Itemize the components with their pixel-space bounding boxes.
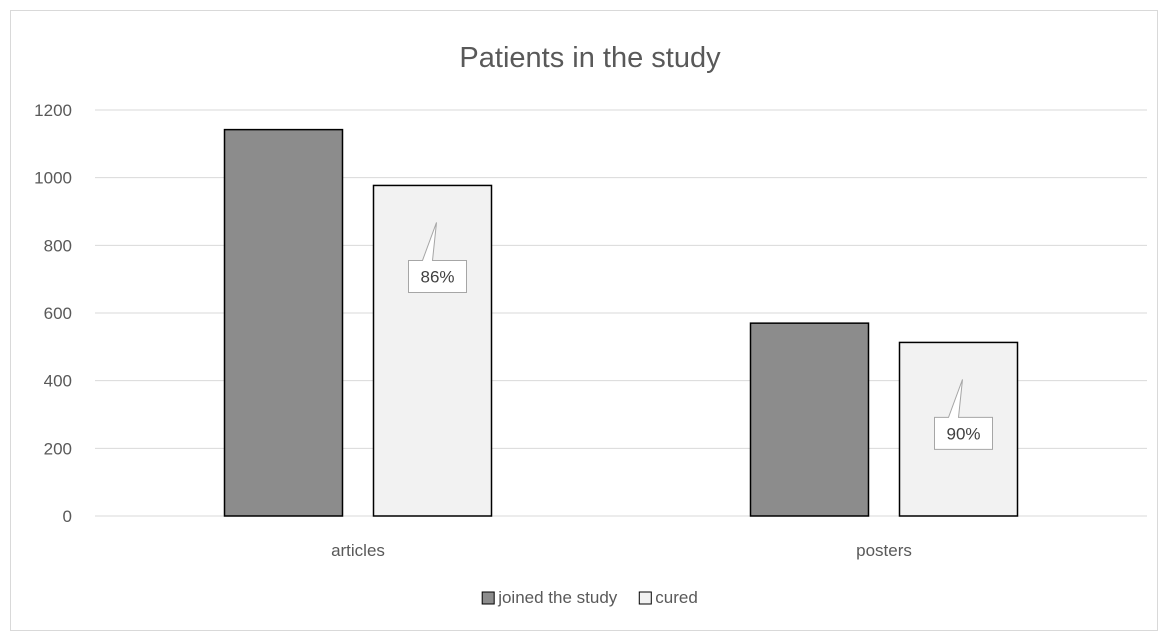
data-label-callout [408,222,467,293]
data-label: 90% [946,424,980,443]
data-label-callout [934,379,993,450]
x-axis-ticks: articles posters [331,541,912,560]
bar-posters-joined [749,322,870,517]
y-tick-label: 1200 [34,101,72,120]
x-tick-label: posters [856,541,912,560]
legend-label: cured [655,588,698,607]
chart-frame [10,10,1158,631]
bars [223,128,1019,517]
y-tick-label: 1000 [34,169,72,188]
bar-articles-joined [223,128,344,517]
x-tick-label: articles [331,541,385,560]
y-tick-label: 800 [44,236,72,255]
y-tick-label: 600 [44,304,72,323]
legend-label: joined the study [497,588,618,607]
legend-swatch [481,591,495,605]
y-axis-ticks: 0 200 400 600 800 1000 1200 [34,101,72,526]
data-label: 86% [420,267,454,286]
data-labels: 86% 90% [408,222,993,450]
legend: joined the study cured [481,588,698,607]
y-tick-label: 200 [44,439,72,458]
chart-title: Patients in the study [459,42,721,74]
y-tick-label: 400 [44,372,72,391]
legend-swatch [638,591,652,605]
y-tick-label: 0 [63,507,72,526]
